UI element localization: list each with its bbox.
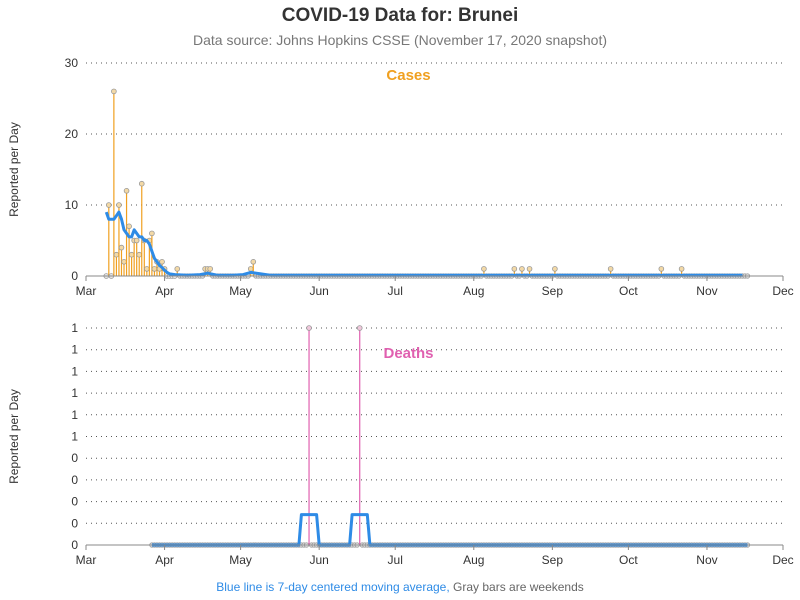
x-tick-label: Jun: [309, 284, 328, 298]
data-point: [118, 244, 125, 251]
x-tick-label: Jul: [388, 284, 403, 298]
data-point: [138, 180, 145, 187]
data-point: [159, 258, 165, 265]
x-tick-label: Sep: [542, 284, 564, 298]
y-tick-label: 30: [65, 56, 79, 70]
y-tick-label: 0: [71, 516, 78, 530]
x-tick-label: May: [229, 284, 252, 298]
x-tick-label: May: [229, 553, 252, 567]
x-tick-label: Nov: [696, 284, 717, 298]
x-tick-label: Dec: [772, 553, 793, 567]
x-tick-label: Aug: [463, 553, 484, 567]
data-point: [133, 237, 140, 244]
data-point: [607, 266, 614, 272]
data-point: [126, 223, 132, 230]
x-tick-label: Dec: [772, 284, 793, 298]
data-point: [678, 266, 685, 272]
data-point: [151, 266, 158, 272]
data-point: [123, 188, 130, 194]
chart-panel-cases: 0 10 20 30 Mar Apr May Jun Jul Aug Sep Oct Nov Dec Rep…: [7, 56, 794, 298]
data-point: [136, 251, 143, 258]
moving-average-line: [151, 513, 748, 547]
data-point: [306, 325, 312, 331]
chart-title: COVID-19 Data for: Brunei: [281, 5, 519, 26]
panel-title: Cases: [386, 67, 430, 84]
y-tick-label: 1: [71, 408, 78, 422]
y-tick-label: 0: [71, 269, 78, 283]
data-point: [174, 266, 181, 272]
x-tick-label: Aug: [463, 284, 484, 298]
y-tick-label: 1: [71, 430, 78, 444]
data-point: [247, 266, 254, 272]
y-tick-label: 1: [71, 364, 78, 378]
y-axis-label: Reported per Day: [7, 122, 21, 217]
x-tick-label: Mar: [76, 553, 97, 567]
x-tick-label: Apr: [155, 553, 174, 567]
x-tick-label: Mar: [76, 284, 97, 298]
y-tick-label: 1: [71, 386, 78, 400]
data-point: [526, 266, 533, 272]
data-point: [149, 230, 155, 237]
y-tick-label: 0: [71, 495, 78, 509]
data-point: [128, 251, 135, 258]
y-tick-label: 0: [71, 538, 78, 552]
x-tick-label: Apr: [155, 284, 174, 298]
y-tick-label: 20: [65, 127, 79, 141]
data-point: [106, 202, 112, 208]
data-point: [116, 202, 122, 208]
data-point: [552, 266, 558, 272]
footnote-moving-average: Blue line is 7-day centered moving avera…: [216, 580, 450, 594]
footnote-weekends: Gray bars are weekends: [453, 580, 584, 594]
data-point: [207, 266, 213, 272]
data-point: [113, 251, 120, 258]
data-point: [111, 88, 117, 95]
data-point: [519, 266, 525, 272]
moving-average-line: [104, 210, 743, 277]
chart-panel-deaths: 0 0 0 0 0 1 1 1 1 1 1 Mar Apr May Jun Jul Aug Sep Oct Nov De…: [7, 321, 794, 567]
data-point: [121, 258, 127, 265]
x-tick-label: Jun: [309, 553, 328, 567]
x-tick-label: Oct: [619, 284, 638, 298]
footnote: Blue line is 7-day centered moving avera…: [0, 580, 800, 594]
data-point: [481, 266, 487, 272]
x-tick-label: Jul: [388, 553, 403, 567]
x-tick-label: Nov: [696, 553, 717, 567]
y-tick-label: 10: [65, 198, 79, 212]
y-axis-label: Reported per Day: [7, 389, 21, 484]
data-point: [356, 325, 363, 331]
y-tick-label: 1: [71, 321, 78, 335]
data-point: [658, 266, 665, 272]
data-point: [511, 266, 518, 272]
panel-title: Deaths: [383, 345, 433, 362]
x-tick-label: Sep: [542, 553, 564, 567]
chart-subtitle: Data source: Johns Hopkins CSSE (Novembe…: [193, 32, 607, 48]
y-tick-label: 1: [71, 343, 78, 357]
y-tick-label: 0: [71, 451, 78, 465]
x-tick-label: Oct: [619, 553, 638, 567]
data-point: [144, 266, 150, 272]
data-point: [250, 258, 257, 265]
y-tick-label: 0: [71, 473, 78, 487]
